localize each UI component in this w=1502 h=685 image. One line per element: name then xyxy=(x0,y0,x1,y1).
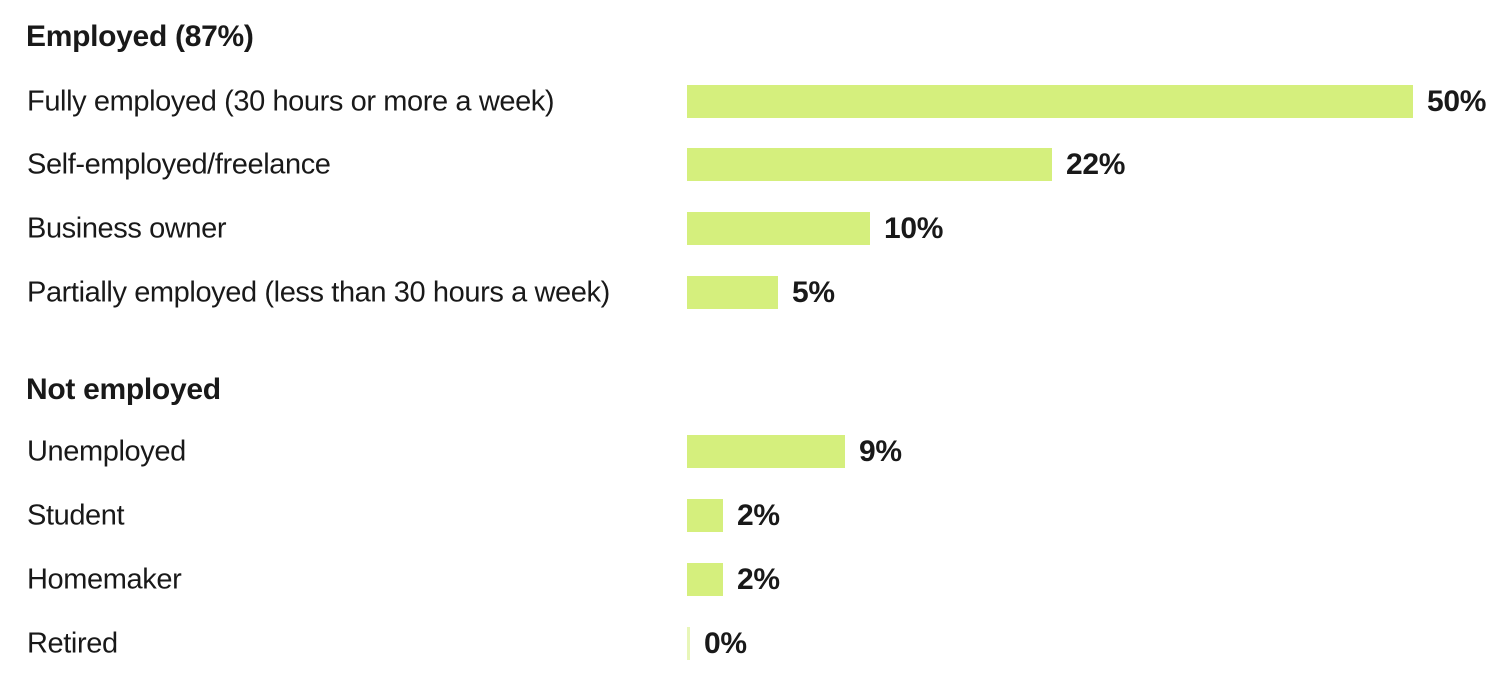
bar-row: Homemaker 2% xyxy=(0,563,1502,596)
bar-row: Business owner 10% xyxy=(0,212,1502,245)
bar-row: Retired 0% xyxy=(0,627,1502,660)
bar-track: 2% xyxy=(687,499,780,532)
bar-track: 9% xyxy=(687,435,902,468)
bar xyxy=(687,499,723,532)
bar-track: 2% xyxy=(687,563,780,596)
value-label: 0% xyxy=(704,626,747,660)
bar-track: 50% xyxy=(687,85,1486,118)
bar xyxy=(687,148,1052,181)
bar-row: Unemployed 9% xyxy=(0,435,1502,468)
bar-row: Partially employed (less than 30 hours a… xyxy=(0,276,1502,309)
value-label: 2% xyxy=(737,562,780,596)
bar xyxy=(687,212,870,245)
value-label: 10% xyxy=(884,211,944,245)
bar-track: 5% xyxy=(687,276,835,309)
value-label: 2% xyxy=(737,498,780,532)
bar xyxy=(687,276,778,309)
row-label: Self-employed/freelance xyxy=(27,148,331,180)
row-label: Unemployed xyxy=(27,435,186,467)
bar xyxy=(687,563,723,596)
value-label: 5% xyxy=(792,275,835,309)
bar xyxy=(687,627,690,660)
group-title-not-employed: Not employed xyxy=(26,373,221,406)
row-label: Fully employed (30 hours or more a week) xyxy=(27,85,555,117)
bar-row: Student 2% xyxy=(0,499,1502,532)
group-title-employed: Employed (87%) xyxy=(26,20,254,53)
row-label: Partially employed (less than 30 hours a… xyxy=(27,276,610,308)
bar-row: Fully employed (30 hours or more a week)… xyxy=(0,85,1502,118)
value-label: 50% xyxy=(1427,84,1487,118)
bar-track: 22% xyxy=(687,148,1125,181)
bar xyxy=(687,435,845,468)
row-label: Retired xyxy=(27,627,118,659)
row-label: Homemaker xyxy=(27,563,182,595)
bar-track: 0% xyxy=(687,627,747,660)
value-label: 22% xyxy=(1066,147,1126,181)
bar xyxy=(687,85,1413,118)
bar-track: 10% xyxy=(687,212,943,245)
row-label: Student xyxy=(27,499,125,531)
value-label: 9% xyxy=(859,434,902,468)
bar-row: Self-employed/freelance 22% xyxy=(0,148,1502,181)
row-label: Business owner xyxy=(27,212,227,244)
